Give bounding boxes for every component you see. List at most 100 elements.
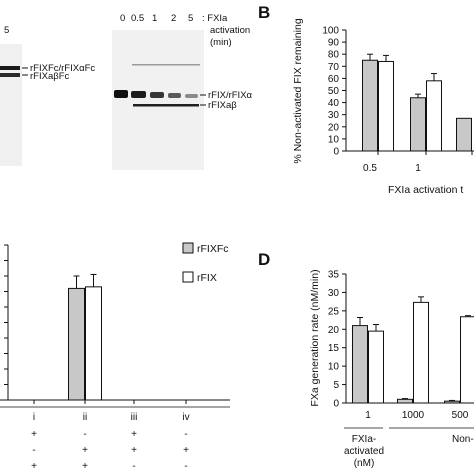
blot-left-band-label-lower: rFIXaβFc	[30, 71, 69, 82]
bar-b-s0-c2	[456, 117, 472, 152]
blot-right-band-lane-1	[131, 91, 146, 98]
condition-column-label: iv	[182, 412, 189, 423]
blot-right-band-lane-2	[150, 92, 164, 98]
condition-cell: +	[131, 429, 137, 440]
chart-b-x-ticks: 0.5 1	[363, 151, 473, 174]
legend-swatch-rfixfc	[182, 242, 194, 254]
panel-letter-d: D	[258, 250, 270, 269]
y-tick-label-b: 30	[328, 110, 340, 121]
bar-d-s0-c2	[444, 400, 460, 404]
condition-cell: -	[83, 429, 86, 440]
blot-right-caption-line: (min)	[210, 37, 232, 48]
blot-right-caption-line: : FXIa	[202, 13, 228, 24]
condition-cell: -	[184, 461, 187, 472]
bar-d-s0-c1	[397, 398, 413, 404]
blot-left: 5 rFIXFc/rFIXαFc rFIXaβFc	[0, 25, 95, 166]
chart-d-group-label-line: Non-	[452, 434, 474, 445]
y-tick-label-b: 50	[328, 86, 340, 97]
y-tick-label-d: 20	[328, 325, 340, 336]
condition-column-label: iii	[131, 412, 138, 423]
blot-right-band-lane-3	[168, 93, 181, 98]
chart-b-y-axis-label: % Non-activated FIX remaining	[292, 18, 304, 163]
blot-right-lane-label: 1	[152, 13, 157, 24]
bar-b-s0-c0	[362, 59, 378, 152]
legend-label-rfixfc: rFIXFc	[197, 243, 229, 255]
chart-b-x-axis-label: FXIa activation t	[388, 184, 463, 196]
blot-right-lane-label: 5	[188, 13, 193, 24]
y-tick-label-b: 100	[322, 26, 339, 37]
chart-c-bars	[68, 273, 102, 401]
chart-d-group-label-line: activated	[344, 446, 384, 457]
bar-b-s1-c0	[378, 60, 394, 152]
y-tick-label-b: 10	[328, 134, 340, 145]
condition-cell: -	[32, 445, 35, 456]
y-tick-label-b: 0	[333, 147, 339, 158]
chart-b-bars	[362, 53, 472, 152]
legend-swatch-rfix	[182, 271, 194, 283]
x-tick-label-b: 0.5	[363, 163, 377, 174]
y-tick-label-d: 25	[328, 306, 340, 317]
y-tick-label-b: 70	[328, 62, 340, 73]
legend-label-rfix: rFIX	[197, 272, 217, 284]
y-tick-label-b: 90	[328, 38, 340, 49]
chart-d-y-axis-label: FXa generation rate (nM/min)	[309, 269, 321, 406]
chart-c: rFIXFc rFIX i ii iii iv+ - + -- + + ++ + - -	[0, 242, 230, 472]
y-tick-label-b: 20	[328, 122, 340, 133]
blot-right-band-lane-0	[114, 90, 128, 98]
bar-d-s1-c0	[368, 330, 384, 404]
chart-d-group-label-line: (nM)	[354, 458, 375, 469]
condition-cell: -	[184, 429, 187, 440]
chart-d-bars	[352, 296, 474, 404]
y-tick-label-d: 35	[328, 270, 340, 281]
y-tick-label-d: 5	[333, 380, 339, 391]
y-tick-label-d: 0	[333, 399, 339, 410]
panel-letter-b: B	[258, 3, 270, 22]
x-tick-label-d: 1000	[402, 410, 425, 421]
chart-c-y-ticks	[4, 244, 8, 401]
blot-left-band-lower	[0, 73, 20, 77]
chart-d-y-ticks: 0 5 10 15 20 25 30 35	[328, 270, 346, 410]
condition-cell: +	[82, 461, 88, 472]
blot-right-faint-band	[132, 64, 200, 66]
x-tick-label-d: 1	[365, 410, 371, 421]
y-tick-label-b: 40	[328, 98, 340, 109]
condition-cell: +	[183, 445, 189, 456]
chart-d-x-ticks: 1 1000 500	[365, 410, 469, 421]
chart-d-group-label-line: FXIa-	[352, 434, 376, 445]
y-tick-label-b: 80	[328, 50, 340, 61]
blot-right-band-label-lower: rFIXaβ	[208, 100, 237, 111]
blot-right-lane-label: 0.5	[131, 13, 144, 24]
condition-cell: +	[82, 445, 88, 456]
condition-cell: +	[31, 429, 37, 440]
blot-left-band-label-upper: rFIXFc/rFIXαFc	[30, 63, 95, 74]
blot-right-band-lane-4	[185, 94, 198, 98]
y-tick-label-d: 10	[328, 362, 340, 373]
bar-b-s1-c1	[426, 80, 442, 152]
blot-right-lane-label: 0	[120, 13, 125, 24]
blot-right-caption-line: activation	[210, 25, 250, 36]
blot-left-lane-label: 5	[4, 25, 9, 36]
condition-column-label: ii	[83, 412, 87, 423]
bar-c-s0-c1	[68, 287, 85, 401]
x-tick-label-b: 1	[415, 163, 421, 174]
x-tick-label-d: 500	[452, 410, 469, 421]
bar-c-s1-c1	[85, 286, 102, 401]
blot-right-membrane	[112, 30, 204, 170]
blot-right-band-label-upper: rFIX/rFIXα	[208, 90, 253, 101]
blot-right: 0 0.5 1 2 5 : FXIa activation (min) rFIX…	[112, 13, 253, 170]
condition-cell: +	[31, 461, 37, 472]
bar-b-s0-c1	[410, 97, 426, 152]
bar-d-s0-c0	[352, 325, 368, 404]
bar-d-s1-c1	[413, 301, 429, 404]
blot-right-band-alpha-beta	[133, 104, 199, 107]
blot-right-lane-label: 2	[171, 13, 176, 24]
condition-cell: +	[131, 445, 137, 456]
condition-column-label: i	[33, 412, 35, 423]
bar-d-s1-c2	[460, 316, 474, 404]
blot-left-membrane	[0, 44, 22, 166]
chart-c-legend: rFIXFc rFIX	[182, 242, 229, 284]
condition-cell: -	[132, 461, 135, 472]
